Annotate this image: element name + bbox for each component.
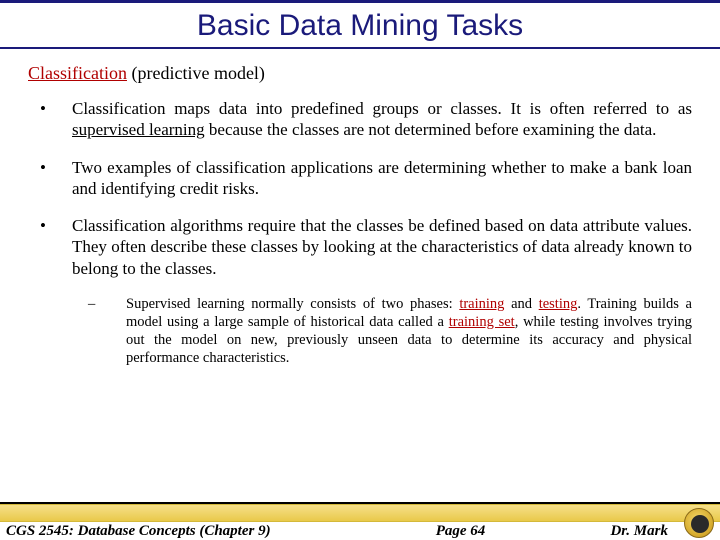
- sub-1-b: and: [504, 296, 538, 312]
- bullet-3: Classification algorithms require that t…: [36, 215, 692, 279]
- sub-bullet-1: Supervised learning normally consists of…: [82, 295, 692, 368]
- section-label: Classification: [28, 63, 127, 83]
- bullet-1-highlight: supervised learning: [72, 120, 205, 139]
- university-logo-icon: [684, 508, 714, 538]
- section-heading: Classification (predictive model): [28, 63, 692, 84]
- sub-bullet-list: Supervised learning normally consists of…: [28, 295, 692, 368]
- sub-1-a: Supervised learning normally consists of…: [126, 296, 459, 312]
- sub-1-hl1: training: [459, 296, 504, 312]
- logo-inner-circle: [691, 515, 709, 533]
- bullet-2: Two examples of classification applicati…: [36, 157, 692, 200]
- bullet-1-text-a: Classification maps data into predefined…: [72, 99, 692, 118]
- logo-outer-ring: [684, 508, 714, 538]
- section-paren-text: (predictive model): [131, 63, 264, 83]
- footer: CGS 2545: Database Concepts (Chapter 9) …: [0, 502, 720, 540]
- footer-band: [0, 504, 720, 522]
- footer-page: Page 64: [271, 523, 611, 540]
- title-underline: [0, 47, 720, 49]
- bullet-1: Classification maps data into predefined…: [36, 98, 692, 141]
- main-bullet-list: Classification maps data into predefined…: [28, 98, 692, 279]
- sub-1-hl2: testing: [539, 296, 578, 312]
- footer-course: CGS 2545: Database Concepts (Chapter 9): [6, 523, 271, 540]
- bullet-1-text-b: because the classes are not determined b…: [205, 120, 657, 139]
- sub-1-hl3: training set: [449, 314, 515, 330]
- slide-title: Basic Data Mining Tasks: [0, 3, 720, 47]
- footer-text-row: CGS 2545: Database Concepts (Chapter 9) …: [0, 522, 720, 540]
- content-area: Classification (predictive model) Classi…: [0, 63, 720, 367]
